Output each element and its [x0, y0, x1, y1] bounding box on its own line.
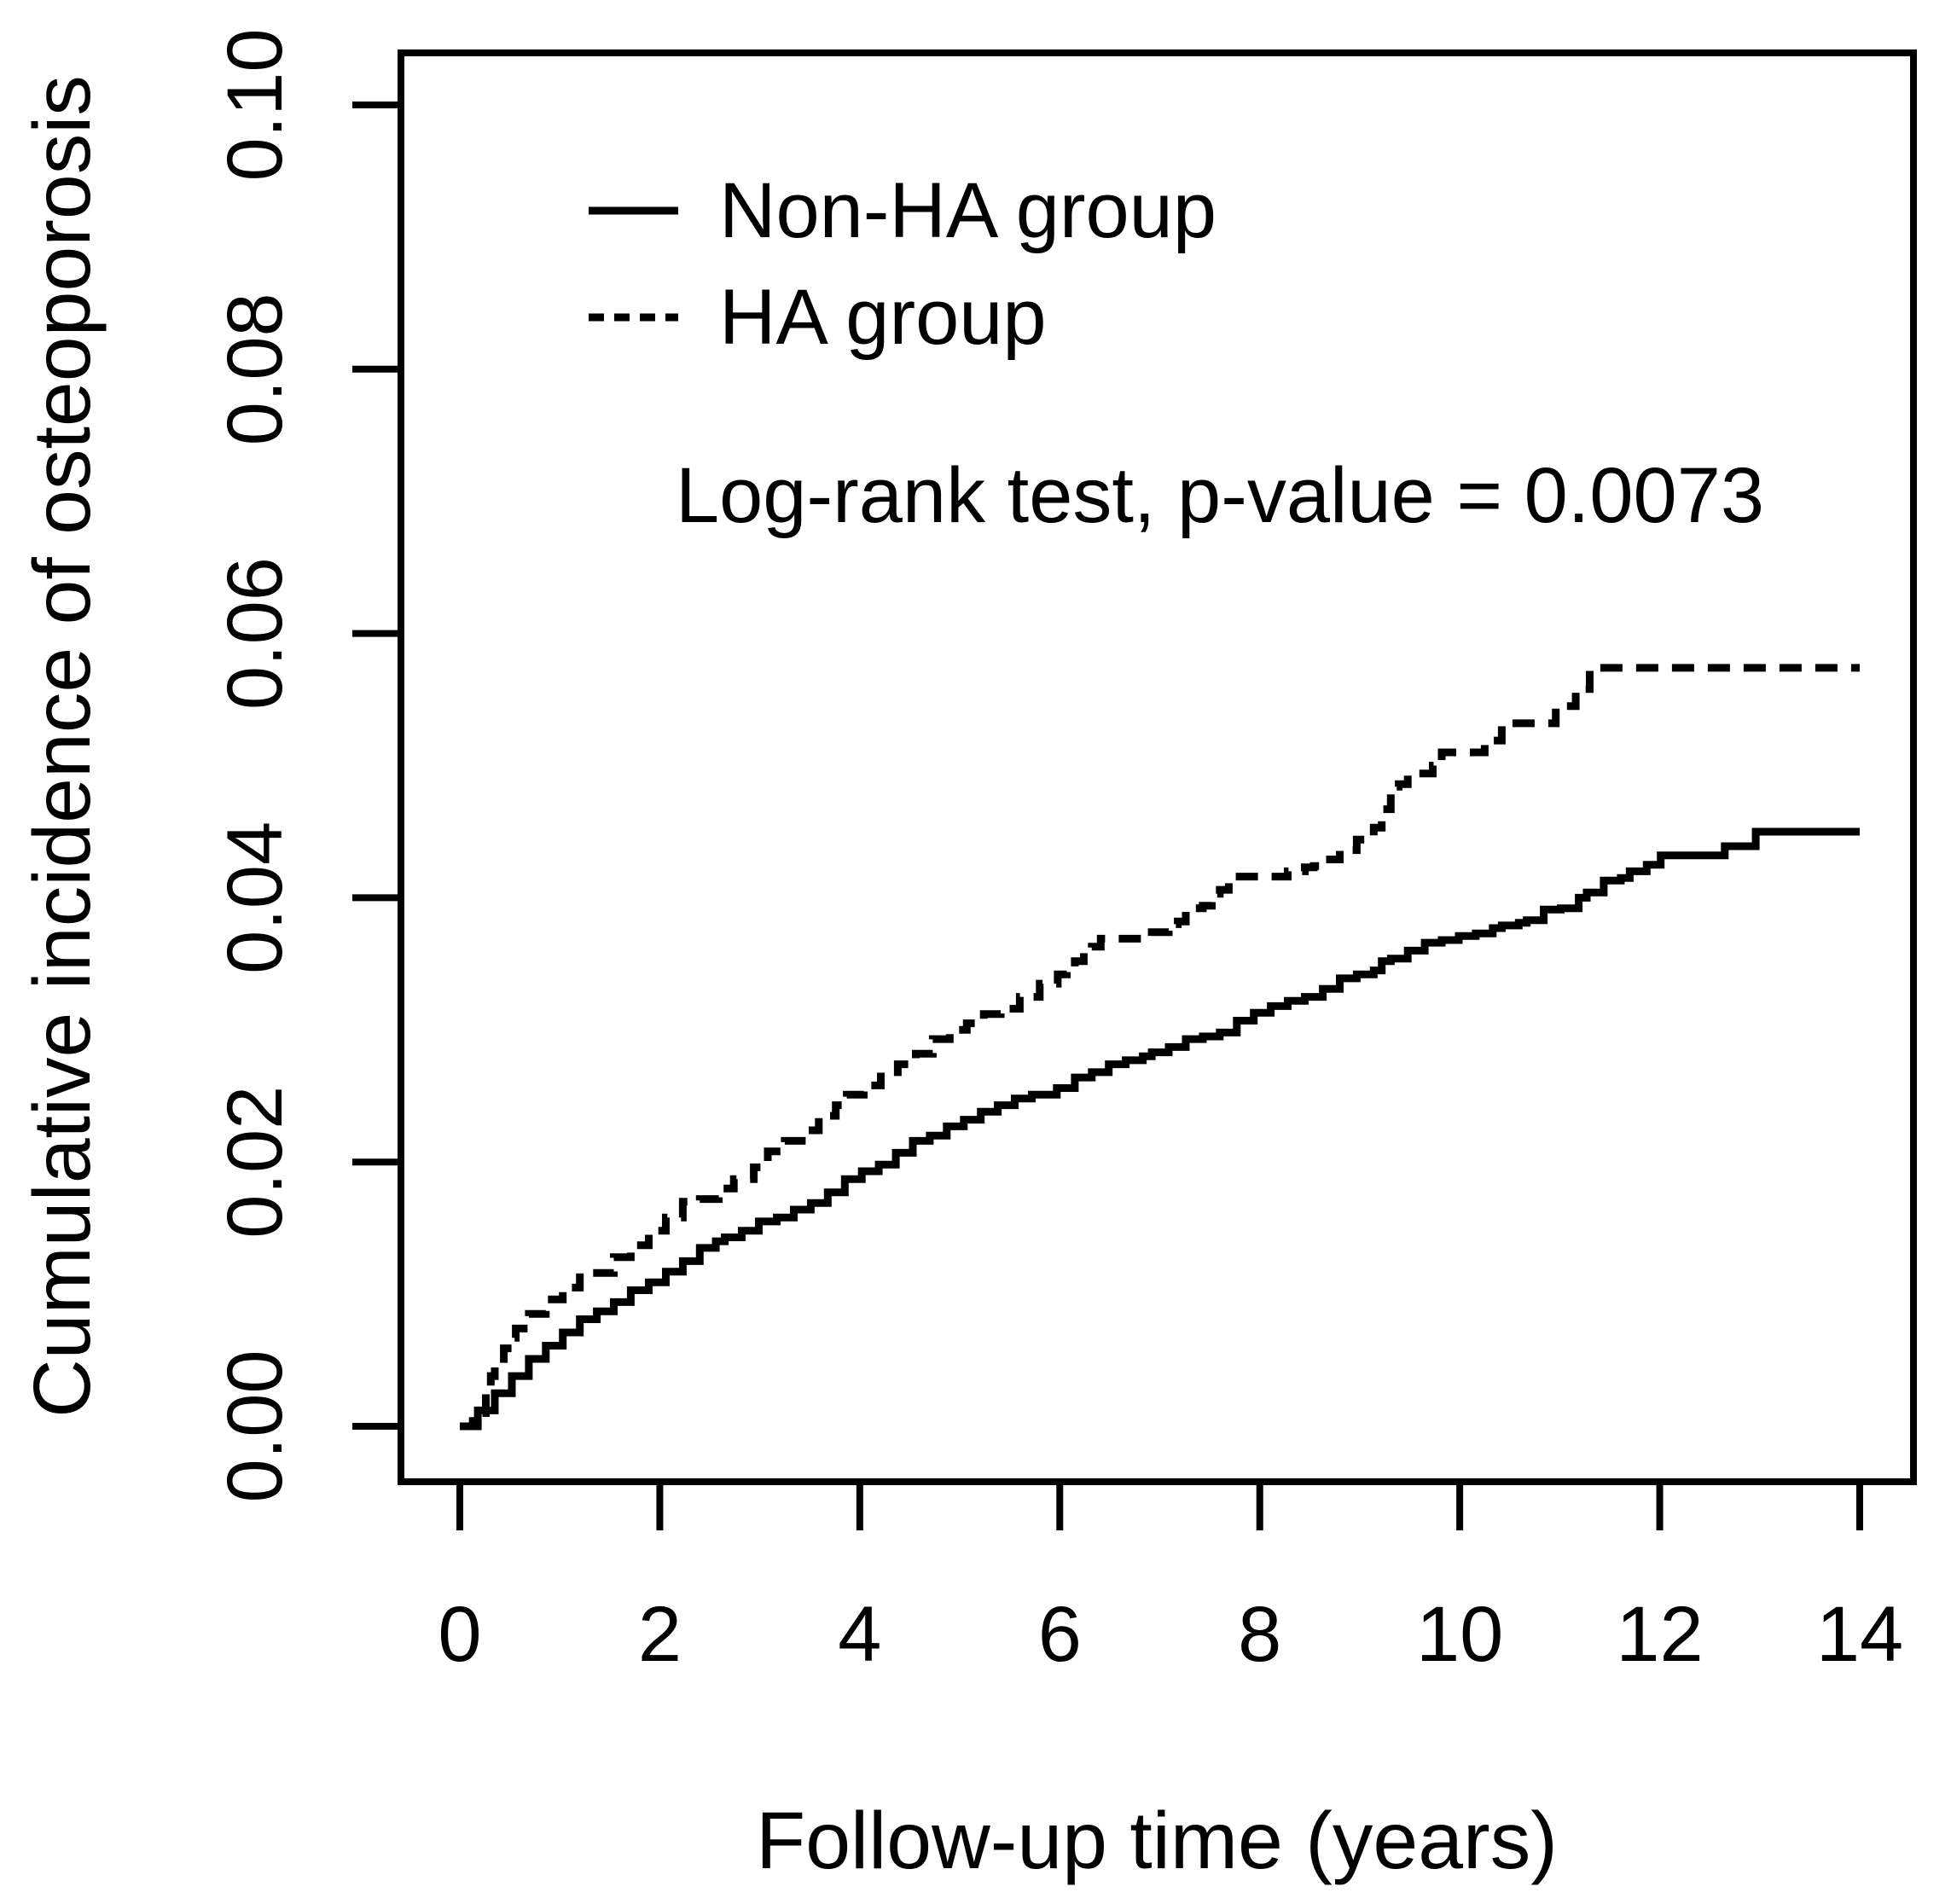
- x-tick-label-12: 12: [1616, 1591, 1703, 1678]
- y-tick-label-0.02: 0.02: [212, 1086, 299, 1239]
- legend-label-ha-group: HA group: [719, 274, 1047, 361]
- y-tick-label-0.06: 0.06: [212, 557, 299, 710]
- x-tick-label-0: 0: [438, 1591, 481, 1678]
- y-axis-ticks: [352, 102, 401, 1430]
- x-tick-label-14: 14: [1816, 1591, 1903, 1678]
- legend-label-non-ha-group: Non-HA group: [719, 167, 1216, 254]
- y-tick-label-0.04: 0.04: [212, 821, 299, 974]
- y-tick-label-0.08: 0.08: [212, 293, 299, 445]
- log-rank-annotation: Log-rank test, p-value = 0.0073: [676, 452, 1764, 539]
- x-tick-label-8: 8: [1238, 1591, 1281, 1678]
- y-tick-label-0.00: 0.00: [212, 1350, 299, 1502]
- y-tick-label-0.10: 0.10: [212, 28, 299, 181]
- plot-area: [398, 49, 1917, 1485]
- non-ha-curve: [460, 827, 1860, 1431]
- x-tick-label-6: 6: [1038, 1591, 1082, 1678]
- x-axis-ticks: [456, 1482, 1863, 1530]
- x-axis-title: Follow-up time (years): [756, 1796, 1558, 1886]
- x-tick-label-4: 4: [838, 1591, 881, 1678]
- x-axis-tick-labels: 0 2 4 6 8 10 12 14: [438, 1591, 1903, 1678]
- ha-curve: [460, 664, 1860, 1431]
- legend: Non-HA group HA group: [589, 167, 1216, 361]
- y-axis-title: Cumulative incidence of osteoporosis: [17, 75, 107, 1418]
- x-tick-label-10: 10: [1416, 1591, 1503, 1678]
- x-tick-label-2: 2: [638, 1591, 682, 1678]
- y-axis-tick-labels: 0.00 0.02 0.04 0.06 0.08 0.10: [212, 28, 299, 1502]
